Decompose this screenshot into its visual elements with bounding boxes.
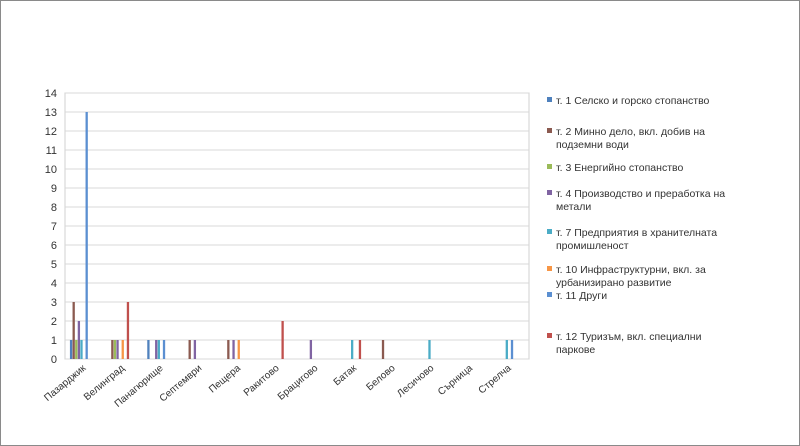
- x-category-label: Пещера: [207, 363, 243, 396]
- legend-swatch: [547, 128, 552, 133]
- bar: [227, 340, 230, 359]
- bar: [126, 302, 130, 359]
- legend-swatch: [547, 266, 552, 271]
- bar: [157, 340, 160, 359]
- y-tick-label: 10: [45, 164, 57, 176]
- bar: [72, 302, 75, 359]
- y-tick-label: 8: [51, 202, 57, 214]
- bar: [162, 340, 166, 359]
- legend-label: т. 4 Производство и преработка на метали: [556, 188, 725, 213]
- bar: [193, 340, 197, 359]
- x-category-label: Септември: [158, 363, 205, 405]
- bar: [505, 340, 508, 359]
- y-tick-label: 3: [51, 297, 57, 309]
- bar: [80, 340, 83, 359]
- y-tick-label: 1: [51, 335, 57, 347]
- legend-label: т. 11 Други: [556, 290, 607, 302]
- x-category-label: Батак: [332, 362, 360, 388]
- x-category-label: Стрелча: [477, 363, 514, 397]
- bar-series: [69, 112, 514, 359]
- bar: [232, 340, 235, 359]
- y-tick-label: 0: [51, 354, 57, 366]
- legend-label: т. 1 Селско и горско стопанство: [556, 95, 710, 107]
- bar: [237, 340, 240, 359]
- legend-label: т. 2 Минно дело, вкл. добив на подземни в…: [556, 126, 705, 151]
- x-category-label: Сърница: [436, 363, 475, 398]
- y-tick-label: 5: [51, 259, 57, 271]
- y-tick-label: 13: [45, 107, 57, 119]
- y-tick-label: 2: [51, 316, 57, 328]
- bar: [155, 340, 158, 359]
- bar: [428, 340, 431, 359]
- legend-swatch: [547, 97, 552, 102]
- bar: [69, 340, 73, 359]
- bar: [281, 321, 284, 359]
- x-category-label: Пазарджик: [42, 362, 88, 403]
- bar: [75, 340, 78, 359]
- y-tick-label: 11: [46, 145, 57, 157]
- y-tick-label: 14: [45, 88, 57, 100]
- legend-swatch: [547, 229, 552, 234]
- y-tick-label: 4: [51, 278, 57, 290]
- legend-swatch: [547, 164, 552, 169]
- gridlines: [65, 92, 529, 360]
- bar: [351, 340, 354, 359]
- x-category-label: Лесичово: [395, 363, 436, 400]
- y-tick-label: 12: [45, 126, 57, 138]
- bar: [188, 340, 191, 359]
- legend-swatch: [547, 333, 552, 338]
- legend-label: т. 10 Инфраструктурни, вкл. за урбанизира…: [556, 264, 706, 289]
- bar: [116, 340, 119, 359]
- bar: [510, 340, 514, 359]
- x-category-label: Белово: [364, 363, 397, 394]
- bar: [121, 340, 124, 359]
- bar: [381, 340, 385, 359]
- y-tick-label: 6: [51, 240, 57, 252]
- bar: [77, 321, 81, 359]
- legend-label: т. 3 Енергийно стопанство: [556, 162, 683, 174]
- bar: [309, 340, 313, 359]
- y-tick-label: 7: [51, 221, 57, 233]
- bar: [147, 340, 150, 359]
- legend-label: т. 12 Туризъм, вкл. специални паркове: [556, 331, 702, 356]
- bar: [85, 112, 88, 359]
- legend: т. 1 Селско и горско стопанство т. 2 Минн…: [547, 95, 725, 356]
- bar: [358, 340, 362, 359]
- legend-label: т. 7 Предприятия в хранителната промишлен…: [556, 227, 717, 252]
- x-category-label: Брацигово: [276, 363, 321, 403]
- y-tick-label: 9: [51, 183, 57, 195]
- legend-swatch: [547, 292, 552, 297]
- bar: [113, 340, 117, 359]
- bar: [111, 340, 114, 359]
- legend-swatch: [547, 190, 552, 195]
